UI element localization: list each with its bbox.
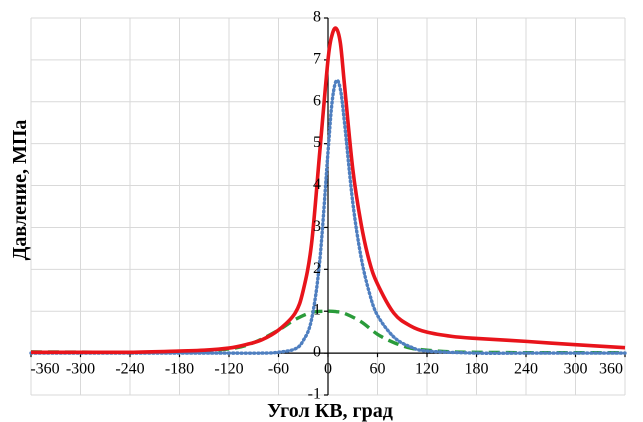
series-line-dotted bbox=[29, 78, 627, 355]
y-tick-label: -1 bbox=[308, 386, 321, 403]
series-layer bbox=[29, 26, 627, 355]
y-tick-label: 2 bbox=[313, 260, 321, 277]
y-tick-label: 7 bbox=[313, 50, 321, 67]
y-tick-label: 8 bbox=[313, 9, 321, 26]
x-tick-label: 180 bbox=[465, 361, 489, 378]
series-line-solid bbox=[30, 26, 626, 355]
x-tick-label: -360 bbox=[30, 361, 59, 378]
x-tick-label: -60 bbox=[268, 361, 289, 378]
y-tick-label: 5 bbox=[313, 134, 321, 151]
y-axis-title: Давление, МПа bbox=[9, 120, 31, 261]
x-tick-label: 300 bbox=[564, 361, 588, 378]
x-tick-label: 0 bbox=[324, 361, 332, 378]
x-tick-label: 240 bbox=[514, 361, 538, 378]
y-tick-label: 1 bbox=[313, 302, 321, 319]
x-tick-label: -300 bbox=[66, 361, 95, 378]
x-axis-title: Угол КВ, град bbox=[267, 400, 393, 422]
x-tick-label: 120 bbox=[415, 361, 439, 378]
x-tick-label: -240 bbox=[115, 361, 144, 378]
y-tick-label: 4 bbox=[313, 176, 321, 193]
y-tick-label: 3 bbox=[313, 218, 321, 235]
x-tick-label: -180 bbox=[165, 361, 194, 378]
x-tick-label: 360 bbox=[599, 361, 623, 378]
y-tick-label: 0 bbox=[313, 344, 321, 361]
x-tick-label: -120 bbox=[214, 361, 243, 378]
x-tick-label: 60 bbox=[370, 361, 386, 378]
y-tick-label: 6 bbox=[313, 92, 321, 109]
